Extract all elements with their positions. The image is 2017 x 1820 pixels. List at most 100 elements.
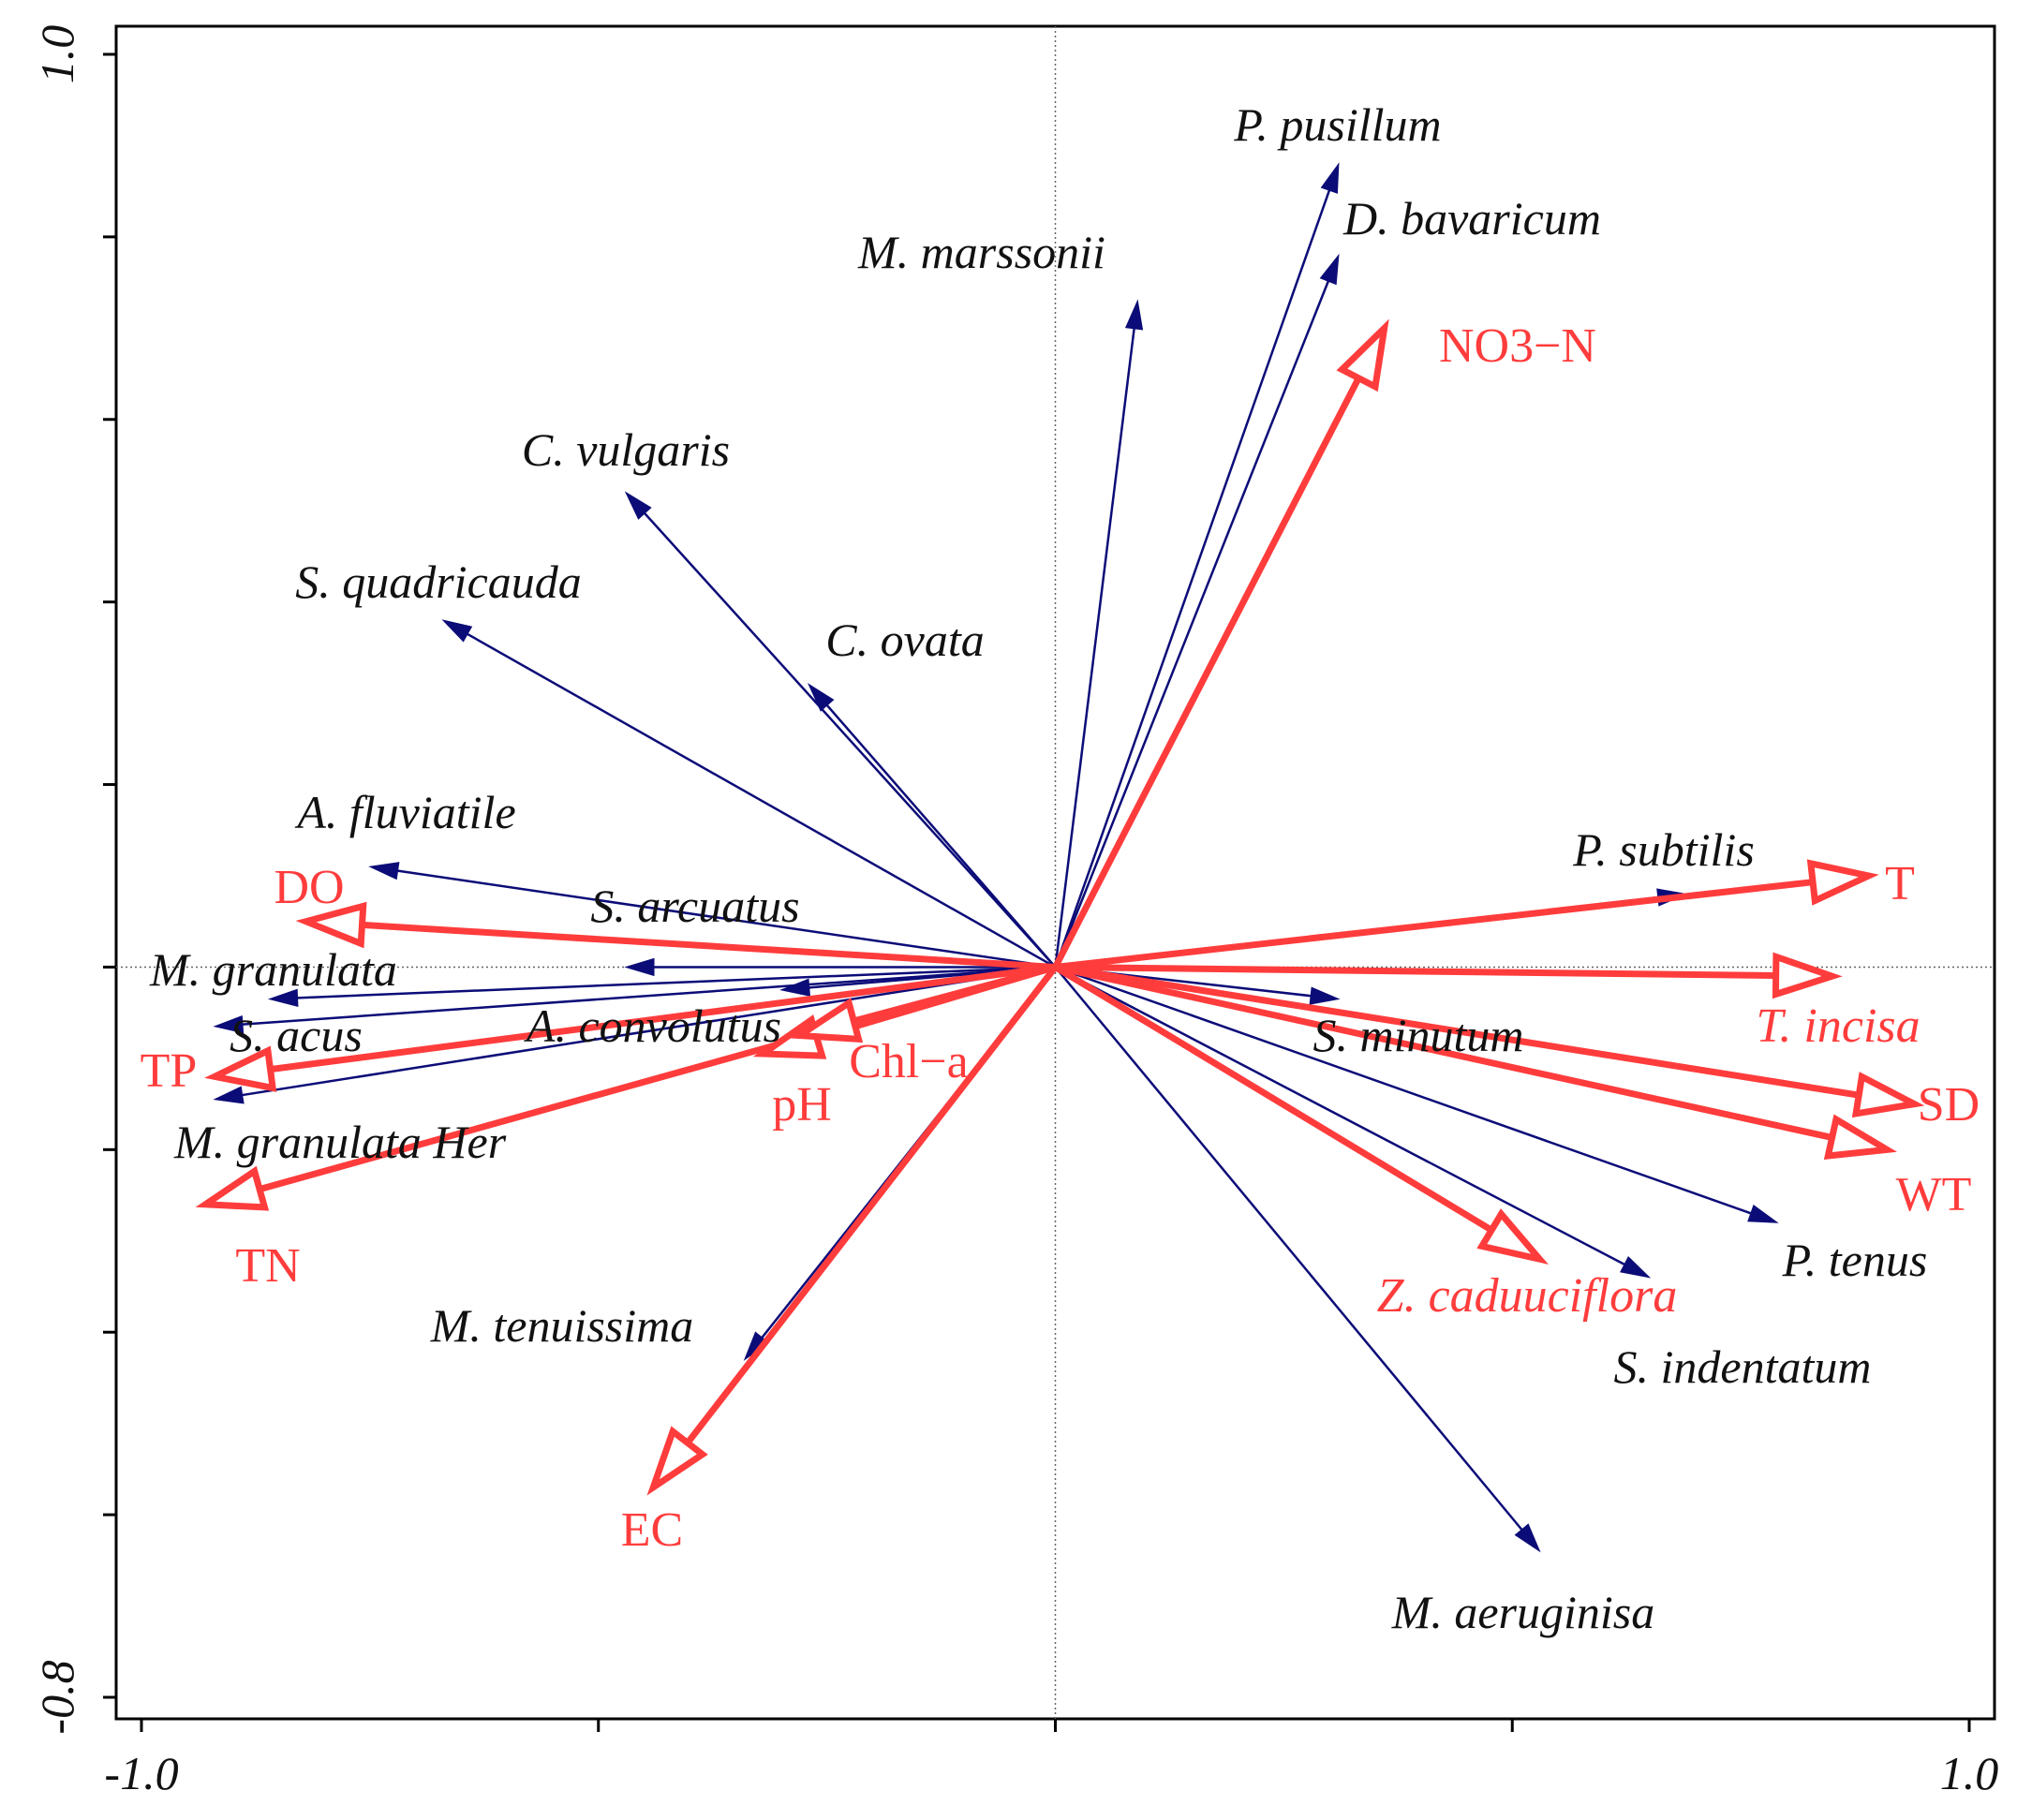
environment-label-z-caduuciflora: Z. caduuciflora: [1377, 1269, 1678, 1323]
species-arrow-shaft: [467, 632, 1057, 969]
environment-arrow-chl-a: [789, 963, 1059, 1043]
environment-arrow-head: [789, 998, 864, 1043]
environment-label-ph: pH: [772, 1078, 832, 1132]
species-arrow-shaft: [825, 704, 1057, 969]
environment-arrow-shaft: [267, 963, 1059, 1073]
environment-arrow-shaft: [1052, 963, 1495, 1234]
species-arrow-head: [1620, 1256, 1652, 1279]
species-arrow-s-quadricauda: [441, 619, 1057, 969]
environment-label-do: DO: [274, 861, 344, 914]
y-tick-label: 1.0: [31, 25, 83, 84]
species-arrow-shaft: [1054, 189, 1331, 968]
species-labels: P. pusillum D. bavaricum M. marssonii C. vu…: [149, 98, 1927, 1638]
environment-arrow-head: [1806, 859, 1879, 906]
environment-arrow-shaft: [358, 921, 1059, 970]
species-arrow-shaft: [397, 869, 1056, 969]
environment-label-no3-n: NO3−N: [1439, 319, 1596, 373]
species-arrow-head: [1320, 162, 1340, 194]
species-arrow-head: [267, 988, 299, 1007]
environment-arrow-shaft: [1052, 375, 1362, 970]
species-label-s-acus: S. acus: [230, 1009, 363, 1061]
species-arrow-head: [1124, 299, 1144, 331]
species-label-a-fluviatile: A. fluviatile: [294, 786, 515, 838]
species-arrow-shaft: [297, 966, 1056, 999]
species-arrow-head: [624, 957, 655, 977]
environment-arrow-head: [295, 901, 367, 949]
species-arrow-d-bavaricum: [1054, 253, 1340, 968]
species-arrow-head: [807, 683, 835, 712]
environment-arrows: [195, 318, 1925, 1496]
species-label-m-aeruginisa: M. aeruginisa: [1391, 1586, 1655, 1638]
species-arrow-shaft: [242, 966, 1056, 1097]
species-label-a-convolutus: A. convolutus: [524, 999, 781, 1052]
species-arrow-shaft: [1054, 966, 1625, 1265]
species-arrow-head: [213, 1086, 245, 1104]
environment-arrow-ec: [646, 963, 1059, 1496]
species-arrow-p-tenus: [1055, 966, 1779, 1223]
environment-labels: NO3−N T T. incisa SD WT Z. caduuciflora EC TN TP…: [141, 319, 1980, 1557]
species-arrows: [213, 162, 1779, 1553]
y-tick-label: -0.8: [31, 1660, 83, 1734]
species-arrow-head: [1319, 253, 1340, 286]
species-arrow-head: [441, 619, 473, 643]
environment-arrow-do: [295, 901, 1059, 970]
species-arrow-c-ovata: [807, 683, 1057, 969]
species-arrow-m-granulata: [267, 966, 1056, 1007]
species-label-m-granulata: M. granulata: [149, 943, 397, 996]
environment-arrow-shaft: [1052, 879, 1817, 970]
species-arrow-head: [213, 1014, 245, 1034]
species-arrow-m-granulata-her: [213, 966, 1056, 1104]
environment-label-wt: WT: [1896, 1168, 1972, 1221]
species-arrow-shaft: [1055, 966, 1752, 1215]
environment-arrow-head: [1823, 1114, 1898, 1160]
species-label-p-subtilis: P. subtilis: [1572, 823, 1755, 876]
species-label-c-vulgaris: C. vulgaris: [522, 423, 730, 476]
environment-arrow-shaft: [1052, 963, 1862, 1099]
species-label-p-tenus: P. tenus: [1782, 1234, 1928, 1286]
environment-arrow-shaft: [1052, 963, 1836, 1141]
species-arrow-head: [624, 491, 652, 520]
species-arrow-m-marssonii: [1054, 299, 1144, 968]
environment-label-chl-a: Chl−a: [849, 1035, 969, 1088]
environment-arrow-shaft: [850, 963, 1059, 1025]
species-arrow-shaft: [1054, 280, 1329, 968]
species-arrow-shaft: [242, 966, 1056, 1026]
environment-arrow-head: [195, 1165, 270, 1211]
species-label-m-marssonii: M. marssonii: [857, 226, 1105, 278]
species-label-m-tenuissima: M. tenuissima: [430, 1299, 694, 1352]
species-arrow-head: [779, 978, 811, 997]
environment-arrow-sd: [1052, 963, 1925, 1118]
species-arrow-c-vulgaris: [624, 491, 1057, 969]
species-label-p-pusillum: P. pusillum: [1233, 98, 1441, 151]
environment-arrow-head: [1336, 318, 1389, 392]
environment-arrow-no3-n: [1052, 318, 1389, 970]
species-arrow-s-arcuatus: [624, 957, 1056, 977]
species-arrow-head: [368, 862, 400, 880]
x-tick-label: -1.0: [104, 1747, 178, 1799]
species-arrow-a-fluviatile: [368, 862, 1056, 969]
species-arrow-p-pusillum: [1054, 162, 1340, 968]
environment-arrow-shaft: [684, 963, 1059, 1446]
species-arrow-head: [1747, 1204, 1779, 1223]
environment-arrow-head: [1476, 1208, 1549, 1265]
environment-arrow-shaft: [1052, 963, 1780, 979]
environment-arrow-head: [1772, 952, 1843, 999]
species-label-c-ovata: C. ovata: [825, 614, 984, 666]
species-arrow-s-indentatum: [1054, 966, 1652, 1279]
environment-arrow-head: [646, 1426, 708, 1496]
species-arrow-m-aeruginisa: [1054, 966, 1541, 1553]
species-label-s-indentatum: S. indentatum: [1614, 1340, 1872, 1393]
species-label-s-minutum: S. minutum: [1313, 1009, 1524, 1061]
species-label-d-bavaricum: D. bavaricum: [1342, 192, 1601, 244]
environment-label-sd: SD: [1918, 1078, 1980, 1132]
species-label-s-quadricauda: S. quadricauda: [295, 555, 582, 608]
environment-arrow-t: [1052, 859, 1879, 970]
species-arrow-shaft: [644, 512, 1057, 969]
species-label-m-granulata-her: M. granulata Her: [173, 1116, 507, 1168]
species-arrow-s-acus: [213, 966, 1056, 1034]
environment-arrow-wt: [1052, 963, 1898, 1160]
environment-label-tp: TP: [141, 1044, 198, 1098]
environment-arrow-tp: [204, 963, 1059, 1092]
environment-arrow-head: [1851, 1072, 1925, 1118]
